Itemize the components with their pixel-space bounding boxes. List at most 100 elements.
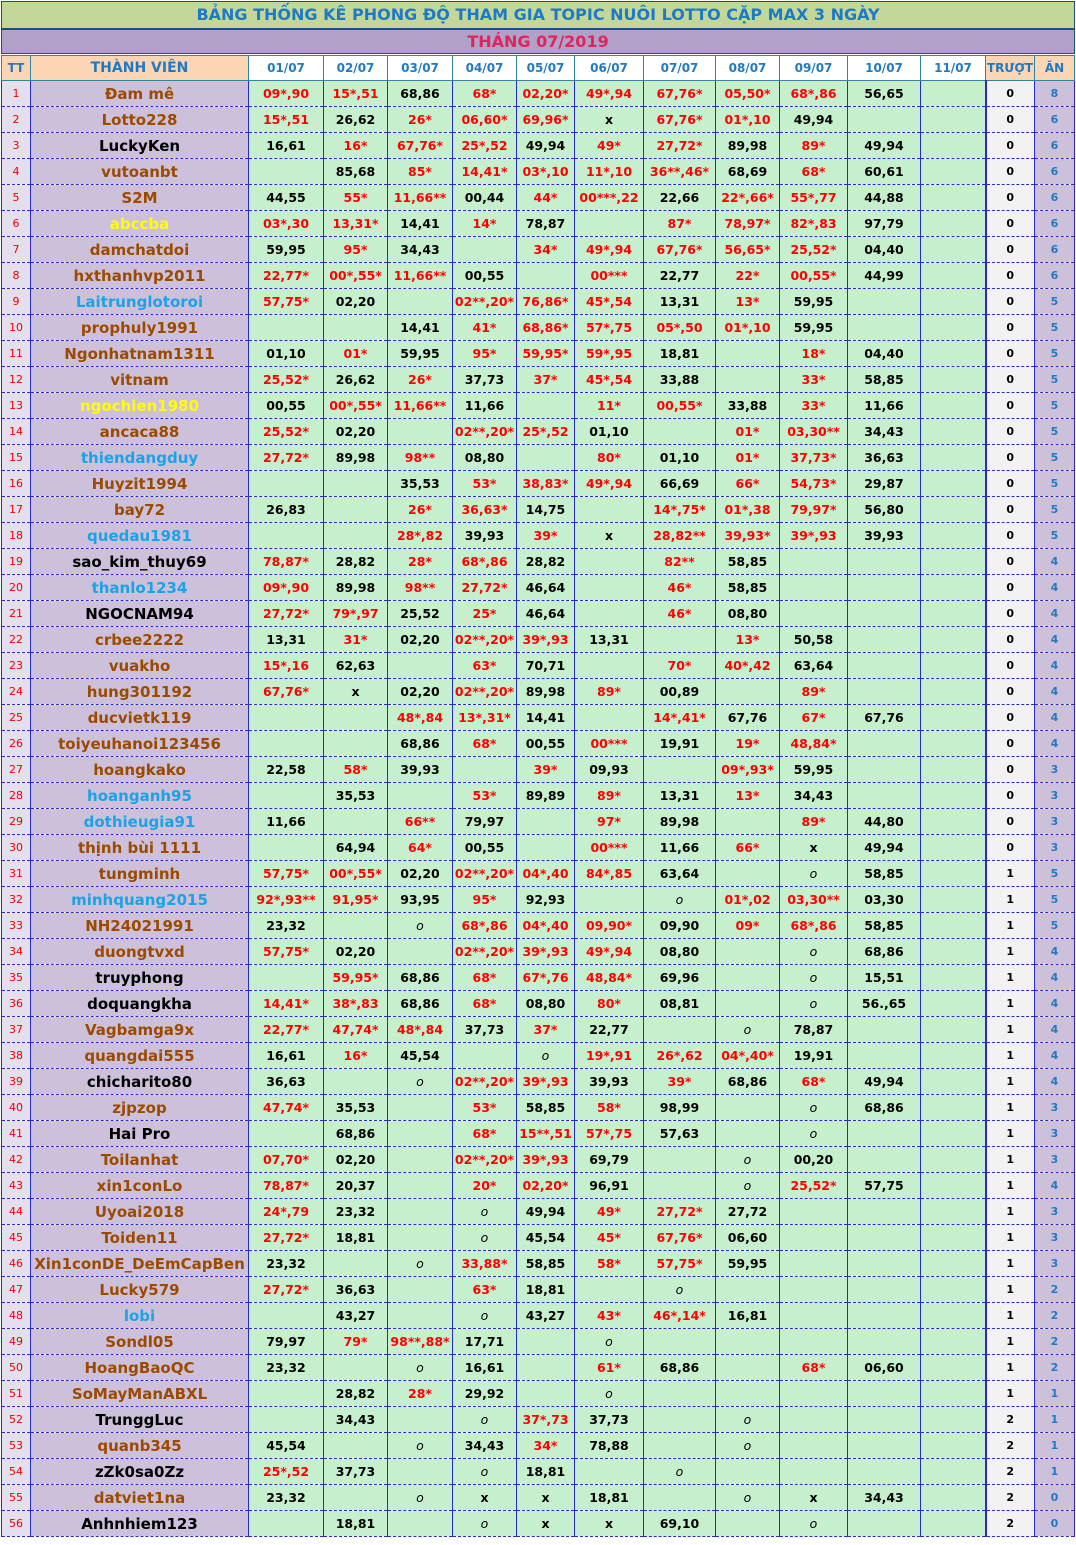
- row-number: 27: [1, 756, 31, 783]
- member-name: chicharito80: [30, 1068, 249, 1095]
- day-cell: [715, 964, 780, 991]
- day-cell: [847, 1458, 921, 1485]
- day-cell: [920, 1484, 986, 1511]
- day-cell: 89*: [779, 808, 848, 835]
- day-cell: 00,55: [248, 392, 324, 419]
- day-cell: 02,20*: [516, 80, 575, 107]
- day-cell: 92*,93**: [248, 886, 324, 913]
- member-name: vuakho: [30, 652, 249, 679]
- day-cell: [847, 106, 921, 133]
- day-cell: 02,20: [387, 860, 453, 887]
- day-cell: 27,72*: [643, 1198, 716, 1225]
- win-count: 4: [1034, 652, 1075, 679]
- day-cell: 46,64: [516, 600, 575, 627]
- miss-count: 1: [984, 1120, 1035, 1147]
- day-cell: 98,99: [643, 1094, 716, 1121]
- day-cell: 63,64: [779, 652, 848, 679]
- day-cell: 36,63: [323, 1276, 388, 1303]
- row-number: 12: [1, 366, 31, 393]
- table-row: 28 hoanganh95 35,53 53* 89,89 89* 13,31 13* 34,4…: [1, 782, 1075, 809]
- row-number: 29: [1, 808, 31, 835]
- day-cell: 56,65*: [715, 236, 780, 263]
- member-name: lobi: [30, 1302, 249, 1329]
- member-name: hoanganh95: [30, 782, 249, 809]
- day-cell: 49*: [574, 1198, 644, 1225]
- day-cell: 11,66**: [387, 184, 453, 211]
- day-cell: 58,85: [715, 574, 780, 601]
- day-cell: 95*: [452, 340, 517, 367]
- day-cell: o: [779, 938, 848, 965]
- row-number: 6: [1, 210, 31, 237]
- day-cell: [920, 704, 986, 731]
- day-cell: [387, 1458, 453, 1485]
- row-number: 25: [1, 704, 31, 731]
- day-cell: 16,61: [452, 1354, 517, 1381]
- day-cell: [920, 1328, 986, 1355]
- win-count: 4: [1034, 1042, 1075, 1069]
- day-cell: 80*: [574, 444, 644, 471]
- day-cell: [779, 1250, 848, 1277]
- day-cell: 14,75: [516, 496, 575, 523]
- row-number: 9: [1, 288, 31, 315]
- table-row: 51 SoMayManABXL 28,82 28* 29,92 o 1 1: [1, 1380, 1075, 1407]
- day-cell: 68*: [452, 80, 517, 107]
- day-cell: x: [779, 834, 848, 861]
- day-cell: o: [452, 1406, 517, 1433]
- day-cell: 49*,94: [574, 938, 644, 965]
- day-cell: 14,41*: [452, 158, 517, 185]
- win-count: 5: [1034, 418, 1075, 445]
- day-cell: 22*: [715, 262, 780, 289]
- day-cell: 58,85: [847, 912, 921, 939]
- day-cell: o: [779, 990, 848, 1017]
- day-cell: 47,74*: [323, 1016, 388, 1043]
- row-number: 37: [1, 1016, 31, 1043]
- day-cell: 49,94: [516, 1198, 575, 1225]
- table-row: 7 damchatdoi 59,95 95* 34,43 34* 49*,94 67,76* 5…: [1, 236, 1075, 263]
- day-cell: 40*,42: [715, 652, 780, 679]
- day-cell: 37,73: [574, 1406, 644, 1433]
- row-number: 22: [1, 626, 31, 653]
- day-cell: [248, 704, 324, 731]
- member-name: Laitrunglotoroi: [30, 288, 249, 315]
- day-cell: [920, 938, 986, 965]
- day-cell: 18*: [779, 340, 848, 367]
- day-cell: 96,91: [574, 1172, 644, 1199]
- day-cell: [847, 1198, 921, 1225]
- day-cell: 14,41*: [248, 990, 324, 1017]
- table-row: 15 thiendangduy 27,72* 89,98 98** 08,80 80* 01,…: [1, 444, 1075, 471]
- day-cell: 44,88: [847, 184, 921, 211]
- day-cell: 16,61: [248, 132, 324, 159]
- table-row: 23 vuakho 15*,16 62,63 63* 70,71 70* 40*,42 63,6…: [1, 652, 1075, 679]
- day-cell: [847, 288, 921, 315]
- day-cell: 69,96: [643, 964, 716, 991]
- day-cell: 49,94: [847, 1068, 921, 1095]
- day-cell: 85,68: [323, 158, 388, 185]
- day-cell: 15*,51: [248, 106, 324, 133]
- day-cell: o: [387, 1354, 453, 1381]
- day-cell: [920, 392, 986, 419]
- win-count: 8: [1034, 80, 1075, 107]
- day-cell: 78,88: [574, 1432, 644, 1459]
- day-cell: 43,27: [516, 1302, 575, 1329]
- day-cell: 68*: [779, 1354, 848, 1381]
- day-cell: x: [779, 1484, 848, 1511]
- day-cell: 34,43: [323, 1406, 388, 1433]
- day-cell: 39*,93: [516, 626, 575, 653]
- day-cell: 84*,85: [574, 860, 644, 887]
- day-cell: o: [387, 1432, 453, 1459]
- member-name: LuckyKen: [30, 132, 249, 159]
- day-cell: o: [715, 1406, 780, 1433]
- win-count: 4: [1034, 626, 1075, 653]
- day-cell: 53*: [452, 782, 517, 809]
- day-cell: [920, 1146, 986, 1173]
- day-cell: 57*,75: [574, 314, 644, 341]
- day-cell: 26,83: [248, 496, 324, 523]
- day-cell: [920, 1198, 986, 1225]
- header-day: 06/07: [574, 55, 644, 81]
- day-cell: 01,10: [248, 340, 324, 367]
- day-cell: [387, 1406, 453, 1433]
- day-cell: 36,63*: [452, 496, 517, 523]
- win-count: 4: [1034, 600, 1075, 627]
- day-cell: [574, 652, 644, 679]
- day-cell: [574, 548, 644, 575]
